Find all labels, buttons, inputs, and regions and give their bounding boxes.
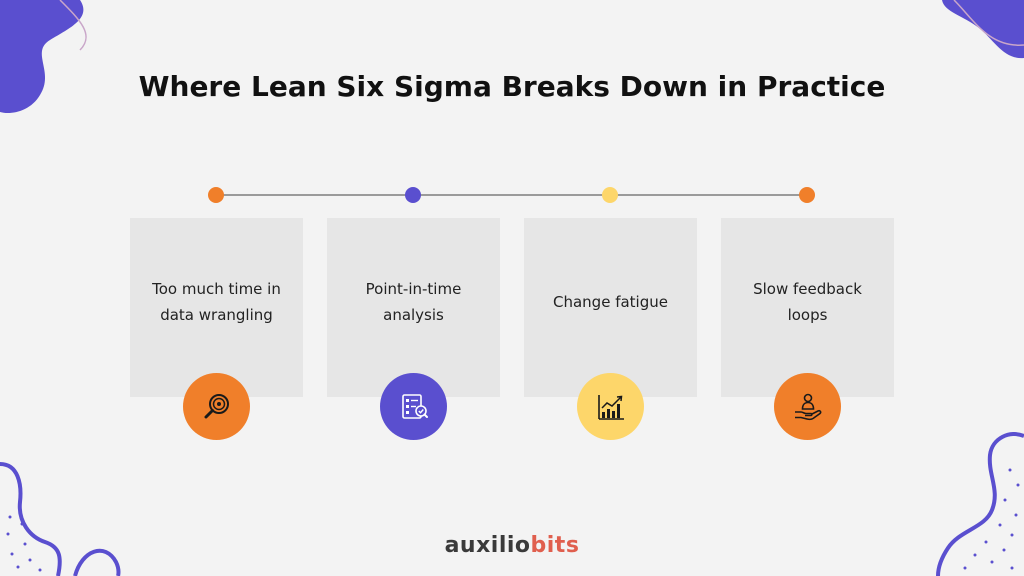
step-badge-1 — [183, 373, 250, 440]
step-label-line1: Too much time in — [152, 280, 281, 298]
step-badge-3 — [577, 373, 644, 440]
bar-chart-trend-icon — [597, 394, 624, 420]
step-label-line1: Point-in-time — [365, 280, 462, 298]
step-label-line2: loops — [787, 306, 828, 324]
decorative-squiggle-bottom-left — [0, 462, 121, 576]
step-label-line1: Slow feedback — [753, 280, 862, 298]
step-label: Change fatigue — [534, 276, 687, 328]
hand-person-icon — [794, 393, 821, 420]
step-label: Slow feedback loops — [731, 276, 884, 328]
timeline-dot-3 — [602, 187, 618, 203]
step-card-2: Point-in-time analysis — [327, 218, 500, 397]
brand-logo-part2: bits — [530, 533, 580, 558]
step-label-line2: data wrangling — [160, 306, 273, 324]
brand-logo: auxiliobits — [0, 533, 1024, 558]
brand-logo-part1: auxilio — [444, 533, 531, 558]
decorative-squiggle-bottom-right — [936, 432, 1024, 576]
checklist-magnifier-icon — [401, 393, 428, 419]
step-card-3: Change fatigue — [524, 218, 697, 397]
step-label-line2: analysis — [383, 306, 444, 324]
timeline-dot-4 — [799, 187, 815, 203]
page-title: Where Lean Six Sigma Breaks Down in Prac… — [138, 70, 886, 103]
step-label: Too much time in data wrangling — [140, 276, 293, 328]
step-card-1: Too much time in data wrangling — [130, 218, 303, 397]
timeline-dot-1 — [208, 187, 224, 203]
timeline-line — [216, 194, 807, 196]
timeline-dot-2 — [405, 187, 421, 203]
decorative-blob-top-right — [942, 0, 1024, 59]
step-badge-2 — [380, 373, 447, 440]
step-label-line1: Change fatigue — [553, 293, 668, 311]
step-label: Point-in-time analysis — [337, 276, 490, 328]
magnifier-target-icon — [204, 393, 229, 418]
step-badge-4 — [774, 373, 841, 440]
step-card-4: Slow feedback loops — [721, 218, 894, 397]
decorative-blob-top-left — [0, 0, 87, 114]
